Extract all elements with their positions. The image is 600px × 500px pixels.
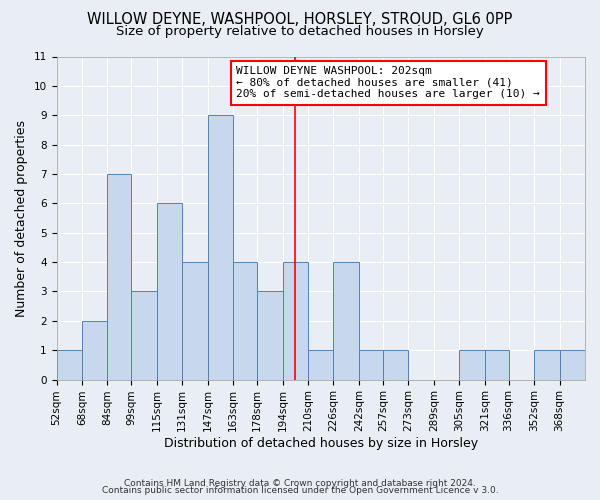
- Text: Contains public sector information licensed under the Open Government Licence v : Contains public sector information licen…: [101, 486, 499, 495]
- Bar: [257, 292, 283, 380]
- X-axis label: Distribution of detached houses by size in Horsley: Distribution of detached houses by size …: [164, 437, 478, 450]
- Bar: [107, 174, 131, 380]
- Bar: [233, 262, 257, 380]
- Bar: [560, 350, 585, 380]
- Bar: [283, 262, 308, 380]
- Text: WILLOW DEYNE, WASHPOOL, HORSLEY, STROUD, GL6 0PP: WILLOW DEYNE, WASHPOOL, HORSLEY, STROUD,…: [88, 12, 512, 28]
- Bar: [56, 350, 82, 380]
- Text: Contains HM Land Registry data © Crown copyright and database right 2024.: Contains HM Land Registry data © Crown c…: [124, 478, 476, 488]
- Bar: [82, 321, 107, 380]
- Bar: [485, 350, 509, 380]
- Bar: [157, 204, 182, 380]
- Bar: [182, 262, 208, 380]
- Bar: [459, 350, 485, 380]
- Y-axis label: Number of detached properties: Number of detached properties: [15, 120, 28, 316]
- Bar: [534, 350, 560, 380]
- Bar: [131, 292, 157, 380]
- Text: Size of property relative to detached houses in Horsley: Size of property relative to detached ho…: [116, 25, 484, 38]
- Bar: [208, 115, 233, 380]
- Bar: [334, 262, 359, 380]
- Bar: [308, 350, 334, 380]
- Text: WILLOW DEYNE WASHPOOL: 202sqm
← 80% of detached houses are smaller (41)
20% of s: WILLOW DEYNE WASHPOOL: 202sqm ← 80% of d…: [236, 66, 540, 100]
- Bar: [359, 350, 383, 380]
- Bar: [383, 350, 409, 380]
